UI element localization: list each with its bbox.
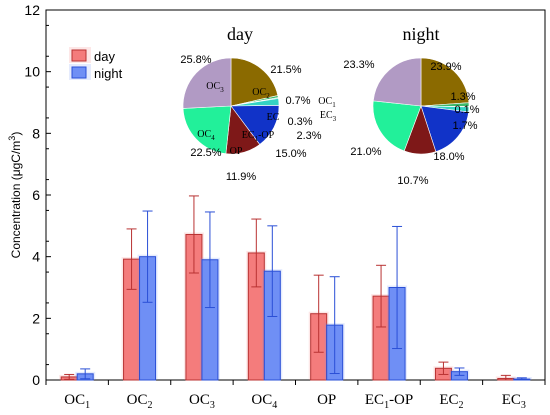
pie-slice-label: EC3 [320,110,337,123]
x-tick-label: OC3 [189,392,215,411]
pie-percent-label: 18.0% [433,151,464,163]
x-tick-label: EC1-OP [365,392,413,411]
pie-percent-label: 21.0% [350,146,381,158]
y-tick-label: 0 [32,372,40,388]
pie-slice-label: OC4 [197,129,215,142]
y-tick-label: 6 [32,187,40,203]
pie-title: night [402,24,439,44]
y-tick-label: 4 [32,249,40,265]
x-tick-label: OC4 [251,392,277,411]
pie-percent-label: 0.7% [285,95,310,107]
pie-percent-label: 21.5% [270,64,301,76]
pie-slice [372,100,422,152]
pie-slice-label: EC [267,112,280,123]
legend-label-day: day [94,49,115,64]
pie-percent-label: 0.1% [454,104,479,116]
x-tick-label: OP [317,392,336,408]
pie-slice-label: OC3 [206,81,224,94]
x-tick-label: OC2 [127,392,153,411]
legend-swatch-day [71,49,87,62]
y-tick-label: 12 [24,2,40,18]
x-tick-label: OC1 [64,392,90,411]
pie-percent-label: 1.7% [452,120,477,132]
pie-percent-label: 11.9% [226,171,257,183]
pie-slice [182,57,232,109]
pie-slice [372,57,422,107]
pie-slice [420,105,469,153]
y-tick-label: 8 [32,125,40,141]
legend-swatch-night [71,66,87,79]
x-tick-label: EC2 [439,392,463,411]
pie-slice [182,105,232,155]
pie-percent-label: 22.5% [190,147,221,159]
legend-label-night: night [94,66,123,81]
y-axis-label: Concentration (μgC/m3) [7,132,23,259]
bars [59,195,532,381]
pie-slice-label: OC1 [318,96,336,109]
bar-axes: 0 2 4 6 8 10 12 Concentration (μgC/m3) OC1 OC2 OC3… [7,2,546,411]
pie-percent-label: 25.8% [180,54,211,66]
pie-percent-label: 23.9% [430,61,461,73]
pie-percent-label: 1.3% [450,91,475,103]
pie-title: day [227,24,253,44]
pie-slice-label: OC2 [252,87,270,100]
pie-slice-label: OP [230,146,243,157]
y-tick-label: 2 [32,310,40,326]
pie-day: day 21.5% 0.7% 0.3% 2.3% 15.0% 11.9% 22.5% 25.8%… [180,24,336,183]
pie-percent-label: 23.3% [343,59,374,71]
pie-percent-label: 2.3% [296,130,321,142]
pie-percent-label: 15.0% [275,148,306,160]
pie-slice [230,57,279,107]
y-tick-label: 10 [24,64,40,80]
pie-percent-label: 0.3% [287,116,312,128]
legend: day night [69,47,123,81]
pie-slice-label: EC1-OP [242,130,275,143]
pie-percent-label: 10.7% [397,175,428,187]
pie-slice [420,57,470,107]
pie-night: night 23.9% 1.3%0.1% 1.7% 18.0% 10.7% 21.0% 23.… [343,24,479,187]
x-tick-label: EC3 [502,392,526,411]
